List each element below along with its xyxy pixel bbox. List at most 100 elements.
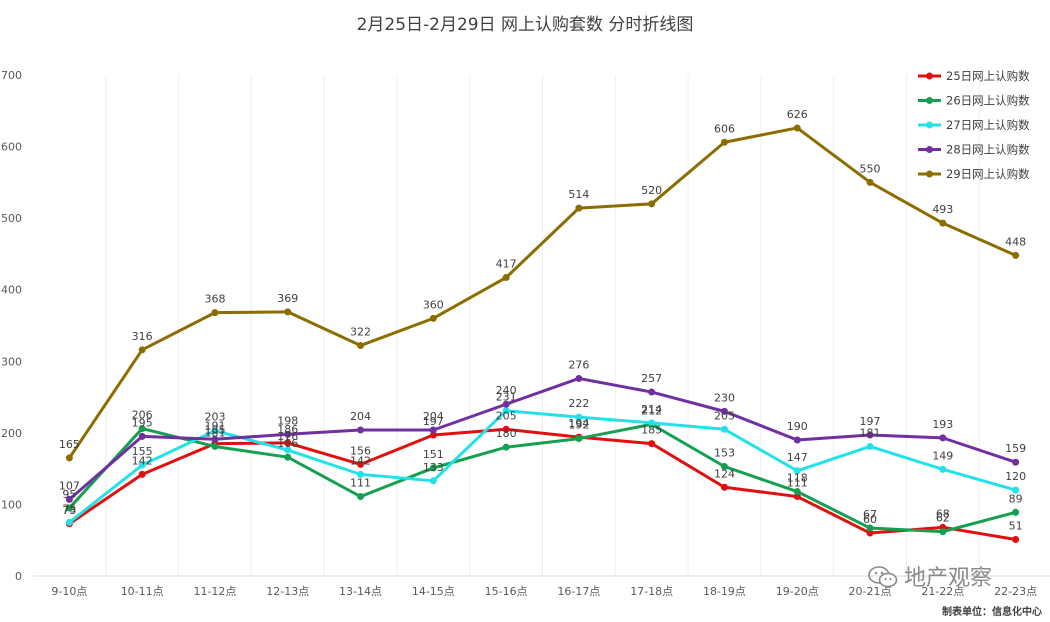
data-point <box>65 518 73 526</box>
data-label: 142 <box>350 454 371 467</box>
legend-marker <box>926 121 933 129</box>
data-point <box>939 465 947 473</box>
data-label: 149 <box>932 449 953 462</box>
data-label: 222 <box>568 397 589 410</box>
data-point <box>793 493 801 501</box>
data-label: 520 <box>641 184 662 197</box>
x-tick-label: 15-16点 <box>485 585 528 598</box>
data-label: 118 <box>787 472 808 485</box>
data-label: 514 <box>568 188 589 201</box>
data-label: 186 <box>277 423 298 436</box>
y-tick-label: 0 <box>15 570 22 583</box>
data-point <box>211 442 219 450</box>
data-point <box>1012 486 1020 494</box>
data-label: 212 <box>641 404 662 417</box>
data-point <box>138 346 146 354</box>
data-point <box>939 219 947 227</box>
data-point <box>866 524 874 532</box>
data-label: 151 <box>423 448 444 461</box>
data-label: 156 <box>350 444 371 457</box>
data-point <box>284 430 292 438</box>
data-label: 368 <box>204 293 225 306</box>
x-tick-label: 18-19点 <box>703 585 746 598</box>
x-tick-label: 17-18点 <box>630 585 673 598</box>
data-point <box>357 426 365 434</box>
legend-label: 25日网上认购数 <box>946 69 1030 83</box>
data-point <box>1012 535 1020 543</box>
data-label: 626 <box>787 108 808 121</box>
data-point <box>211 435 219 443</box>
x-tick-label: 16-17点 <box>557 585 600 598</box>
data-point <box>939 434 947 442</box>
legend-marker <box>926 97 933 104</box>
wechat-icon <box>868 566 898 588</box>
legend-marker <box>926 72 933 80</box>
data-label: 214 <box>641 403 662 416</box>
data-point <box>1012 508 1020 516</box>
data-label: 203 <box>204 411 225 424</box>
data-point <box>429 426 437 434</box>
data-label: 257 <box>641 372 662 385</box>
y-tick-label: 700 <box>1 69 22 82</box>
data-point <box>866 442 874 450</box>
data-point <box>357 342 365 350</box>
data-point <box>502 443 510 451</box>
data-point <box>720 483 728 491</box>
x-tick-label: 21-22点 <box>921 585 964 598</box>
data-label: 176 <box>277 430 298 443</box>
y-tick-label: 200 <box>1 427 22 440</box>
y-tick-label: 300 <box>1 355 22 368</box>
data-label: 75 <box>62 502 76 515</box>
data-point <box>575 413 583 421</box>
data-label: 369 <box>277 292 298 305</box>
data-label: 230 <box>714 391 735 404</box>
data-label: 322 <box>350 326 371 339</box>
data-label: 493 <box>932 203 953 216</box>
data-point <box>65 504 73 512</box>
data-label: 89 <box>1009 492 1023 505</box>
data-point <box>357 493 365 501</box>
data-point <box>357 460 365 468</box>
data-point <box>284 308 292 316</box>
data-label: 67 <box>863 508 877 521</box>
data-point <box>648 440 656 448</box>
data-label: 206 <box>132 409 153 422</box>
legend-label: 27日网上认购数 <box>946 118 1030 132</box>
x-tick-label: 11-12点 <box>193 585 236 598</box>
data-point <box>720 425 728 433</box>
data-label: 111 <box>787 477 808 490</box>
data-label: 133 <box>423 461 444 474</box>
data-point <box>648 388 656 396</box>
data-point <box>648 419 656 427</box>
data-point <box>429 314 437 322</box>
y-tick-label: 500 <box>1 212 22 225</box>
data-label: 159 <box>1005 442 1026 455</box>
data-label: 147 <box>787 451 808 464</box>
data-point <box>502 425 510 433</box>
data-label: 205 <box>496 409 517 422</box>
data-label: 185 <box>204 424 225 437</box>
series-line-4 <box>67 376 1018 501</box>
x-tick-label: 9-10点 <box>51 585 87 598</box>
data-point <box>1012 251 1020 259</box>
x-tick-label: 10-11点 <box>121 585 164 598</box>
data-label: 120 <box>1005 470 1026 483</box>
data-label: 316 <box>132 330 153 343</box>
data-label: 550 <box>860 162 881 175</box>
y-tick-label: 600 <box>1 141 22 154</box>
data-label: 197 <box>423 415 444 428</box>
series-line-1 <box>67 427 1018 541</box>
data-point <box>1012 458 1020 466</box>
data-label: 181 <box>860 426 881 439</box>
data-point <box>502 407 510 415</box>
data-point <box>575 204 583 212</box>
x-tick-label: 22-23点 <box>994 585 1037 598</box>
data-point <box>720 462 728 470</box>
x-tick-label: 13-14点 <box>339 585 382 598</box>
data-point <box>211 309 219 317</box>
data-label: 192 <box>568 419 589 432</box>
legend-marker <box>926 170 933 178</box>
data-label: 205 <box>714 409 735 422</box>
data-label: 360 <box>423 298 444 311</box>
data-point <box>429 431 437 439</box>
